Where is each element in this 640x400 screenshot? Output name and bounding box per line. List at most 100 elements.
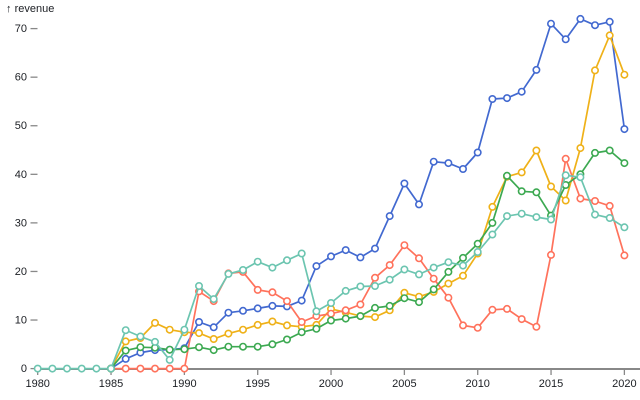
data-point-red <box>370 273 379 282</box>
data-point-teal <box>282 256 291 265</box>
x-tick-label: 1985 <box>99 378 123 390</box>
data-point-orange <box>620 70 629 79</box>
data-point-red <box>136 364 145 373</box>
data-point-teal <box>165 355 174 364</box>
data-point-green <box>121 346 130 355</box>
data-point-green <box>400 294 409 303</box>
data-point-red <box>444 293 453 302</box>
data-point-green <box>356 312 365 321</box>
data-point-teal <box>605 214 614 223</box>
y-tick-label: 20 <box>15 266 27 278</box>
data-point-red <box>561 154 570 163</box>
data-point-green <box>444 267 453 276</box>
data-point-orange <box>239 325 248 334</box>
data-point-blue <box>576 14 585 23</box>
data-point-blue <box>400 179 409 188</box>
x-tick-label: 2005 <box>392 378 416 390</box>
data-point-orange <box>268 317 277 326</box>
data-point-teal <box>502 212 511 221</box>
data-point-blue <box>312 262 321 271</box>
data-point-green <box>195 343 204 352</box>
data-point-red <box>297 317 306 326</box>
data-point-blue <box>253 304 262 313</box>
y-tick-label: 40 <box>15 169 27 181</box>
data-point-blue <box>209 323 218 332</box>
data-point-teal <box>268 263 277 272</box>
data-point-blue <box>488 95 497 104</box>
data-point-red <box>253 285 262 294</box>
data-point-orange <box>121 337 130 346</box>
data-point-teal <box>546 215 555 224</box>
data-point-blue <box>239 306 248 315</box>
data-point-teal <box>224 269 233 278</box>
data-point-green <box>180 345 189 354</box>
data-point-green <box>224 342 233 351</box>
y-tick-label: 30 <box>15 217 27 229</box>
data-point-red <box>385 261 394 270</box>
data-point-blue <box>444 159 453 168</box>
data-point-red <box>268 288 277 297</box>
data-point-red <box>546 250 555 259</box>
data-point-teal <box>620 223 629 232</box>
data-point-green <box>282 335 291 344</box>
data-point-orange <box>282 321 291 330</box>
data-point-red <box>517 315 526 324</box>
data-point-red <box>473 323 482 332</box>
series-blue <box>107 14 629 373</box>
data-point-orange <box>370 313 379 322</box>
data-point-orange <box>576 144 585 153</box>
chart-title-text: revenue <box>14 3 55 15</box>
data-point-orange <box>517 168 526 177</box>
data-point-red <box>532 322 541 331</box>
data-point-orange <box>458 271 467 280</box>
series-teal <box>33 171 629 373</box>
data-point-blue <box>356 253 365 262</box>
data-point-blue <box>458 165 467 174</box>
x-tick-label: 2015 <box>539 378 563 390</box>
data-point-teal <box>473 248 482 257</box>
x-tick-label: 1990 <box>172 378 196 390</box>
data-point-red <box>356 300 365 309</box>
data-point-green <box>502 171 511 180</box>
data-point-teal <box>312 307 321 316</box>
data-point-green <box>385 301 394 310</box>
data-point-orange <box>444 279 453 288</box>
data-point-teal <box>253 257 262 266</box>
y-tick-label: 50 <box>15 120 27 132</box>
data-point-teal <box>517 209 526 218</box>
y-tick-label: 70 <box>15 23 27 35</box>
series-orange <box>107 31 629 373</box>
data-point-green <box>605 146 614 155</box>
data-point-blue <box>517 87 526 96</box>
y-tick-label: 60 <box>15 72 27 84</box>
data-point-blue <box>546 19 555 28</box>
data-point-teal <box>297 249 306 258</box>
data-point-blue <box>121 354 130 363</box>
data-point-blue <box>195 317 204 326</box>
data-point-blue <box>590 21 599 30</box>
data-point-teal <box>195 281 204 290</box>
data-point-blue <box>473 148 482 157</box>
data-point-teal <box>239 265 248 274</box>
series-line-green <box>110 149 625 370</box>
data-point-blue <box>605 17 614 26</box>
data-point-green <box>209 346 218 355</box>
data-point-green <box>239 342 248 351</box>
data-point-red <box>414 254 423 263</box>
data-point-orange <box>546 182 555 191</box>
data-point-green <box>429 285 438 294</box>
data-point-red <box>326 309 335 318</box>
data-point-orange <box>488 202 497 211</box>
data-point-green <box>473 239 482 248</box>
chart-title: ↑ revenue <box>6 3 54 15</box>
data-point-green <box>136 343 145 352</box>
data-point-blue <box>297 296 306 305</box>
data-point-green <box>370 303 379 312</box>
data-point-orange <box>532 146 541 155</box>
data-point-teal <box>429 263 438 272</box>
y-tick-label: 10 <box>15 315 27 327</box>
data-point-red <box>429 274 438 283</box>
data-point-orange <box>151 318 160 327</box>
data-point-red <box>590 197 599 206</box>
